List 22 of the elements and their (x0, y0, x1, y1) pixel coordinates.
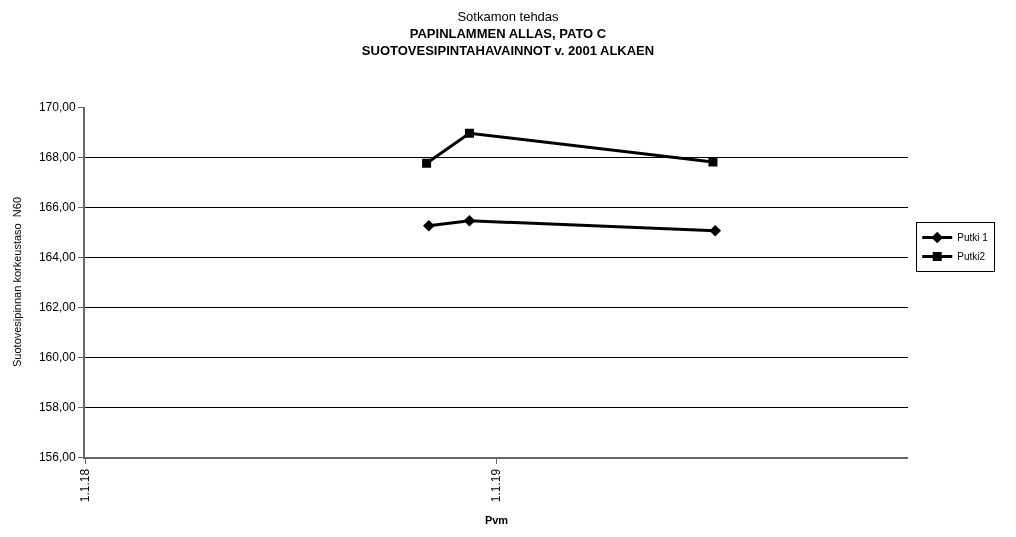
legend-label: Putki 1 (957, 232, 989, 244)
y-tick-label: 160,00 (38, 350, 76, 365)
x-tick-label: 1.1.18 (77, 468, 92, 503)
y-tick-label: 166,00 (38, 200, 76, 215)
x-axis-title: Pvm (484, 513, 509, 526)
y-tick-label: 164,00 (38, 250, 76, 265)
point (423, 219, 435, 232)
chart-title: PAPINLAMMEN ALLAS, PATO C SUOTOVESIPINTAHAVAINNOT v. 2001 ALKAEN (361, 26, 655, 59)
point (709, 224, 722, 237)
x-tick-label: 1.1.19 (489, 468, 504, 503)
y-tick-label: 168,00 (38, 150, 76, 165)
point (463, 214, 476, 227)
chart-subtitle: Sotkamon tehdas (457, 9, 560, 25)
y-tick-label: 162,00 (38, 300, 76, 315)
legend-label: Putki2 (957, 251, 986, 263)
y-tick-label: 156,00 (38, 450, 76, 465)
y-axis-title: Suotovesipinnan korkeustaso N60 (11, 197, 24, 367)
y-tick-label: 170,00 (38, 100, 76, 115)
point (422, 158, 432, 168)
point (464, 128, 474, 138)
point (708, 157, 718, 167)
y-tick-label: 158,00 (38, 400, 76, 415)
